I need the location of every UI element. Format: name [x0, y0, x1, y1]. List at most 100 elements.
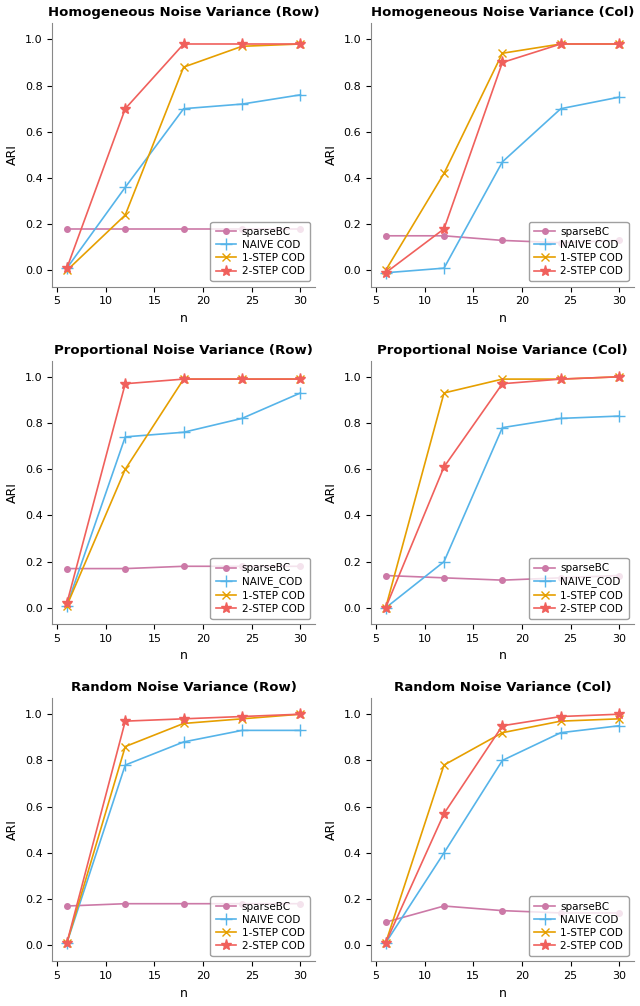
2-STEP COD [180, 38, 188, 50]
1-STEP COD [296, 373, 304, 385]
Legend: sparseBC, NAIVE COD, 1-STEP COD, 2-STEP COD: sparseBC, NAIVE COD, 1-STEP COD, 2-STEP … [529, 896, 628, 957]
Line: NAIVE COD: NAIVE COD [380, 720, 625, 949]
1-STEP COD [615, 38, 623, 50]
2-STEP COD [499, 56, 506, 68]
Line: sparseBC: sparseBC [64, 901, 303, 908]
NAIVE COD [615, 719, 623, 731]
Title: Random Noise Variance (Col): Random Noise Variance (Col) [394, 681, 611, 694]
sparseBC [180, 560, 188, 572]
NAIVE COD [499, 156, 506, 168]
Line: sparseBC: sparseBC [383, 903, 622, 925]
1-STEP COD [440, 387, 448, 399]
2-STEP COD [440, 461, 448, 473]
NAIVE COD [557, 103, 564, 115]
NAIVE COD [440, 263, 448, 275]
NAIVE COD [440, 847, 448, 859]
sparseBC [615, 569, 623, 581]
Y-axis label: ARI: ARI [6, 145, 19, 165]
X-axis label: n: n [499, 987, 506, 1000]
NAIVE_COD [122, 431, 129, 443]
Y-axis label: ARI: ARI [6, 482, 19, 503]
2-STEP COD [238, 373, 246, 385]
X-axis label: n: n [180, 649, 188, 662]
sparseBC [499, 904, 506, 916]
NAIVE COD [180, 736, 188, 748]
1-STEP COD [557, 38, 564, 50]
2-STEP COD [296, 38, 304, 50]
Line: sparseBC: sparseBC [64, 563, 303, 571]
NAIVE COD [296, 89, 304, 101]
2-STEP COD [615, 371, 623, 383]
2-STEP COD [63, 937, 70, 949]
sparseBC [557, 571, 564, 583]
2-STEP COD [122, 103, 129, 115]
1-STEP COD [499, 726, 506, 738]
2-STEP COD [296, 373, 304, 385]
X-axis label: n: n [180, 312, 188, 325]
1-STEP COD [557, 373, 564, 385]
Line: 2-STEP COD: 2-STEP COD [380, 38, 625, 279]
Title: Proportional Noise Variance (Col): Proportional Noise Variance (Col) [377, 344, 628, 357]
sparseBC [382, 229, 390, 241]
1-STEP COD [238, 40, 246, 52]
2-STEP COD [615, 38, 623, 50]
2-STEP COD [122, 377, 129, 389]
1-STEP COD [615, 713, 623, 725]
2-STEP COD [557, 373, 564, 385]
2-STEP COD [122, 715, 129, 727]
1-STEP COD [440, 759, 448, 771]
2-STEP COD [382, 937, 390, 949]
sparseBC [122, 223, 129, 235]
Line: NAIVE_COD: NAIVE_COD [61, 387, 306, 611]
NAIVE_COD [615, 410, 623, 423]
Line: NAIVE COD: NAIVE COD [61, 90, 306, 274]
sparseBC [382, 916, 390, 929]
sparseBC [180, 897, 188, 909]
Y-axis label: ARI: ARI [6, 819, 19, 840]
NAIVE_COD [63, 600, 70, 612]
2-STEP COD [440, 223, 448, 235]
NAIVE COD [122, 181, 129, 193]
sparseBC [615, 234, 623, 246]
Line: 2-STEP COD: 2-STEP COD [380, 708, 625, 949]
NAIVE COD [296, 724, 304, 736]
sparseBC [296, 897, 304, 909]
Title: Proportional Noise Variance (Row): Proportional Noise Variance (Row) [54, 344, 313, 357]
NAIVE_COD [296, 387, 304, 399]
sparseBC [615, 906, 623, 918]
Y-axis label: ARI: ARI [325, 819, 338, 840]
NAIVE COD [238, 724, 246, 736]
2-STEP COD [615, 708, 623, 720]
sparseBC [382, 569, 390, 581]
sparseBC [440, 229, 448, 241]
NAIVE COD [382, 267, 390, 279]
Legend: sparseBC, NAIVE COD, 1-STEP COD, 2-STEP COD: sparseBC, NAIVE COD, 1-STEP COD, 2-STEP … [211, 896, 310, 957]
Line: sparseBC: sparseBC [64, 226, 303, 231]
sparseBC [122, 897, 129, 909]
1-STEP COD [238, 713, 246, 725]
1-STEP COD [180, 61, 188, 73]
1-STEP COD [180, 717, 188, 729]
1-STEP COD [382, 265, 390, 277]
1-STEP COD [499, 47, 506, 59]
sparseBC [499, 574, 506, 586]
Line: 2-STEP COD: 2-STEP COD [61, 373, 306, 609]
Line: sparseBC: sparseBC [383, 572, 622, 582]
2-STEP COD [180, 373, 188, 385]
Line: NAIVE_COD: NAIVE_COD [380, 410, 625, 614]
sparseBC [557, 906, 564, 918]
NAIVE COD [615, 92, 623, 104]
Y-axis label: ARI: ARI [325, 145, 338, 165]
sparseBC [180, 223, 188, 235]
1-STEP COD [180, 373, 188, 385]
2-STEP COD [499, 719, 506, 731]
Line: 1-STEP COD: 1-STEP COD [63, 40, 305, 275]
sparseBC [238, 223, 246, 235]
NAIVE COD [122, 759, 129, 771]
sparseBC [63, 900, 70, 912]
Title: Homogeneous Noise Variance (Row): Homogeneous Noise Variance (Row) [48, 6, 319, 19]
sparseBC [499, 234, 506, 246]
NAIVE_COD [440, 555, 448, 567]
1-STEP COD [63, 265, 70, 277]
Title: Random Noise Variance (Row): Random Noise Variance (Row) [70, 681, 296, 694]
